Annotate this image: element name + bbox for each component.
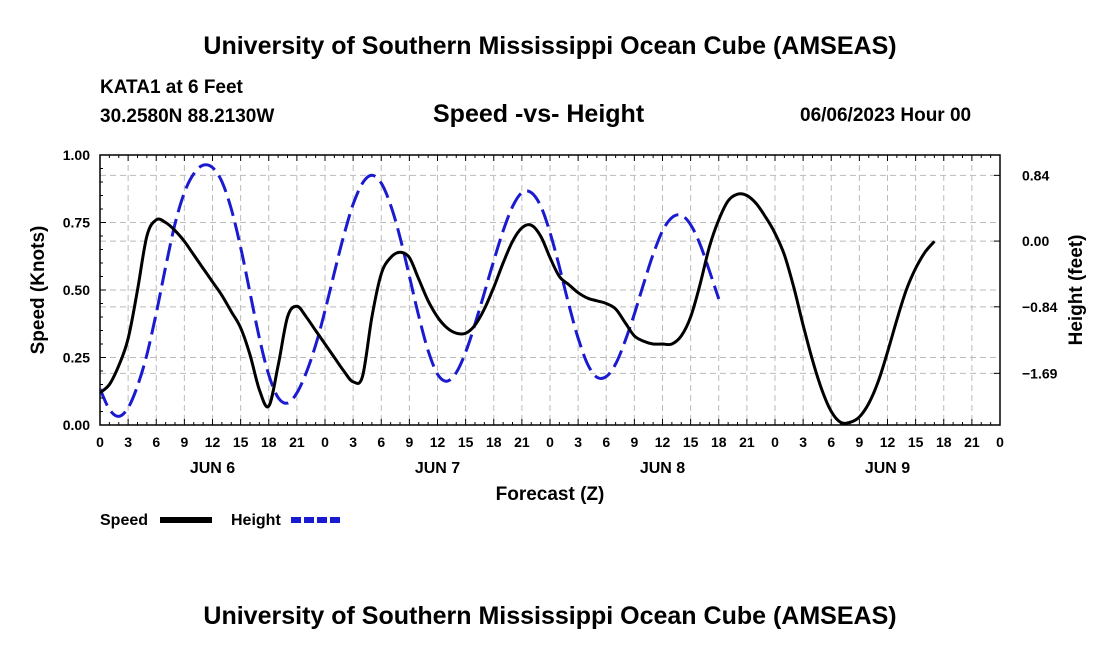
y2-tick-label: 0.84 xyxy=(1022,167,1049,183)
y2-tick-label: 0.00 xyxy=(1022,233,1049,249)
x-tick-label: 15 xyxy=(458,434,474,450)
y-tick-label: 0.50 xyxy=(63,282,90,298)
legend: Speed Height xyxy=(100,512,343,529)
x-tick-label: 18 xyxy=(261,434,277,450)
speed-series-line xyxy=(100,192,936,425)
x-tick-label: 0 xyxy=(771,434,779,450)
x-tick-label: 21 xyxy=(964,434,980,450)
x-tick-label: 18 xyxy=(486,434,502,450)
legend-speed-label: Speed xyxy=(100,512,148,529)
x-tick-label: 6 xyxy=(602,434,610,450)
station-name: KATA1 at 6 Feet xyxy=(100,77,243,98)
y2-tick-label: −0.84 xyxy=(1022,299,1058,315)
height-series-line xyxy=(100,163,721,418)
y-tick-label: 0.75 xyxy=(63,215,90,231)
y2-axis-title: Height (feet) xyxy=(1066,235,1087,346)
x-tick-label: 0 xyxy=(546,434,554,450)
x-tick-label: 12 xyxy=(655,434,671,450)
day-label: JUN 7 xyxy=(415,460,460,477)
footer-title: University of Southern Mississippi Ocean… xyxy=(203,602,897,630)
y-axis-title: Speed (Knots) xyxy=(28,226,49,355)
x-tick-label: 21 xyxy=(514,434,530,450)
day-label: JUN 9 xyxy=(865,460,910,477)
x-tick-label: 18 xyxy=(936,434,952,450)
x-tick-label: 15 xyxy=(683,434,699,450)
x-tick-label: 6 xyxy=(827,434,835,450)
station-coords: 30.2580N 88.2130W xyxy=(100,106,275,127)
y-tick-label: 0.00 xyxy=(63,417,90,433)
x-tick-label: 9 xyxy=(630,434,638,450)
day-label: JUN 6 xyxy=(190,460,235,477)
x-tick-label: 0 xyxy=(321,434,329,450)
x-tick-label: 3 xyxy=(799,434,807,450)
x-tick-label: 15 xyxy=(233,434,249,450)
x-tick-label: 12 xyxy=(880,434,896,450)
y-tick-label: 1.00 xyxy=(63,147,90,163)
x-tick-label: 6 xyxy=(377,434,385,450)
x-tick-label: 0 xyxy=(996,434,1004,450)
x-axis-title: Forecast (Z) xyxy=(496,484,605,505)
grid-layer xyxy=(100,155,1000,425)
x-tick-label: 12 xyxy=(430,434,446,450)
x-tick-label: 21 xyxy=(289,434,305,450)
tick-layer: 0 3 6 9 12 15 18 21 0 3 6 9 12 15 18 21 0 3 6 9 12 15 18 21 0 3 6 9… xyxy=(63,147,1058,477)
x-tick-label: 18 xyxy=(711,434,727,450)
x-tick-label: 6 xyxy=(152,434,160,450)
legend-height-label: Height xyxy=(231,512,281,529)
y-tick-label: 0.25 xyxy=(63,350,90,366)
y2-tick-label: −1.69 xyxy=(1022,365,1058,381)
x-tick-label: 3 xyxy=(349,434,357,450)
x-tick-label: 21 xyxy=(739,434,755,450)
x-tick-label: 3 xyxy=(574,434,582,450)
x-tick-label: 3 xyxy=(124,434,132,450)
chart-subtitle: Speed -vs- Height xyxy=(433,100,645,128)
chart-main-title: University of Southern Mississippi Ocean… xyxy=(203,32,897,60)
x-tick-label: 9 xyxy=(405,434,413,450)
x-tick-label: 0 xyxy=(96,434,104,450)
forecast-date: 06/06/2023 Hour 00 xyxy=(800,105,972,126)
series-layer xyxy=(100,163,936,425)
x-tick-label: 12 xyxy=(205,434,221,450)
x-tick-label: 15 xyxy=(908,434,924,450)
day-label: JUN 8 xyxy=(640,460,685,477)
x-tick-label: 9 xyxy=(855,434,863,450)
x-tick-label: 9 xyxy=(180,434,188,450)
